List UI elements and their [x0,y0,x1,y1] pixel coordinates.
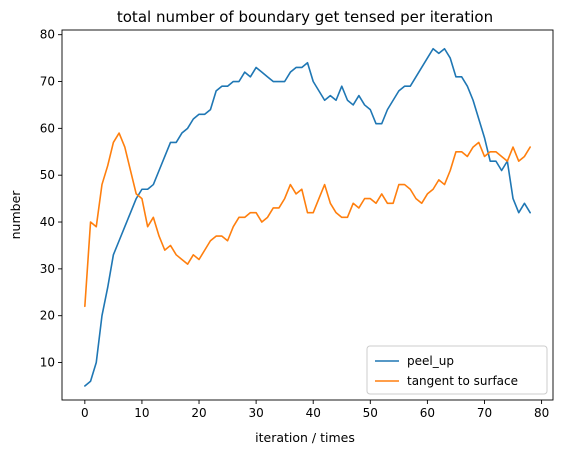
y-tick-label: 60 [40,121,55,135]
x-tick-label: 20 [191,406,206,420]
x-tick-label: 80 [534,406,549,420]
legend-label: peel_up [407,354,454,368]
legend-label: tangent to surface [407,374,518,388]
x-tick-label: 30 [248,406,263,420]
y-axis-label: number [8,190,23,240]
x-axis-label: iteration / times [255,430,355,445]
y-tick-label: 40 [40,215,55,229]
y-tick-label: 80 [40,28,55,42]
plot-area: 0 10 20 30 40 50 60 70 80 10 20 30 40 50 60 70 80 peel_up… [40,28,554,420]
plot-frame [61,29,554,401]
y-tick-label: 70 [40,75,55,89]
series-line-0 [84,47,531,387]
chart-title: total number of boundary get tensed per … [117,8,493,26]
x-tick-label: 10 [134,406,149,420]
y-tick-label: 50 [40,168,55,182]
y-tick-label: 30 [40,262,55,276]
x-tick-label: 40 [306,406,321,420]
x-tick-label: 60 [420,406,435,420]
series-line-1 [84,132,531,308]
y-tick-label: 20 [40,309,55,323]
x-tick-label: 70 [477,406,492,420]
legend-box [366,345,548,395]
y-tick-label: 10 [40,356,55,370]
x-tick-label: 50 [363,406,378,420]
x-tick-label: 0 [81,406,89,420]
